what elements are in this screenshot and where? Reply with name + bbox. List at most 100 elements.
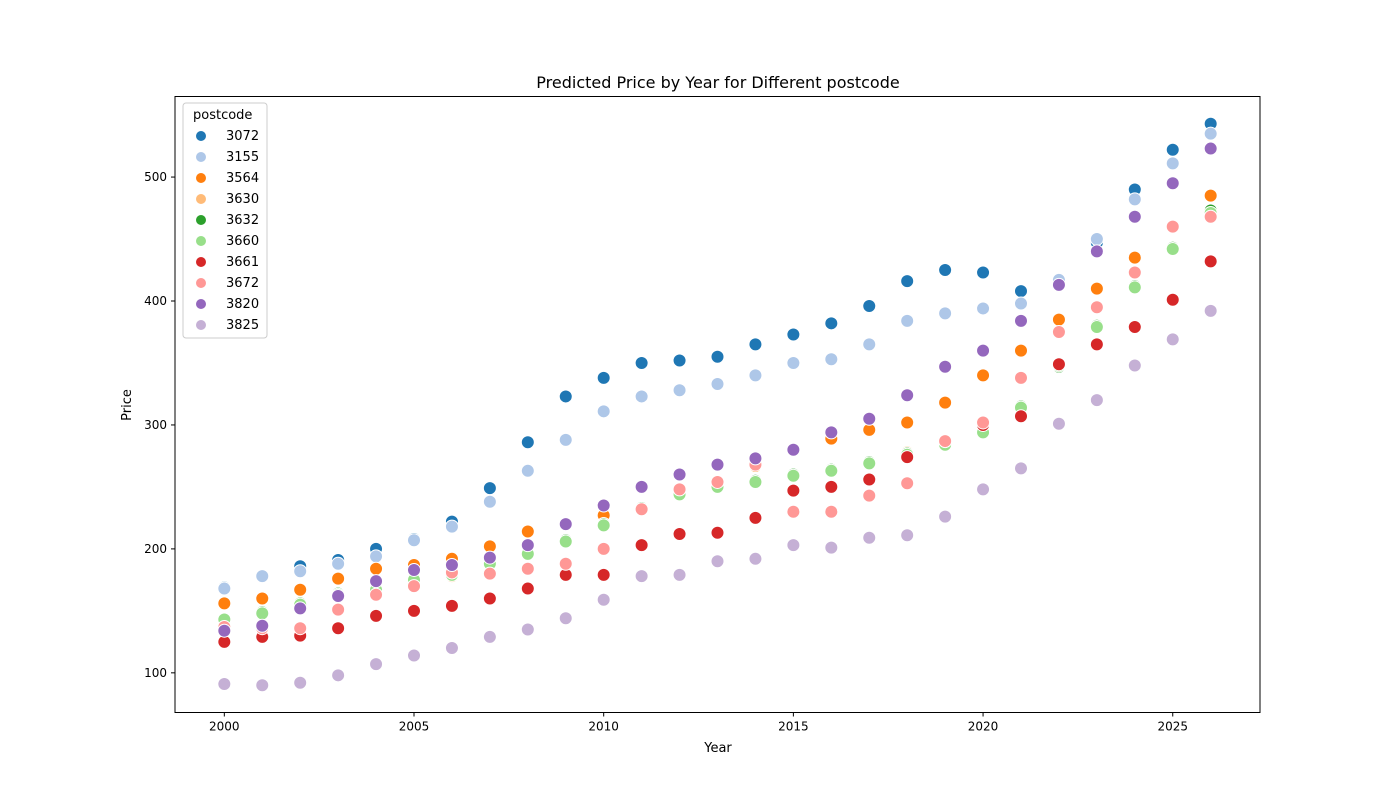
series-3155 xyxy=(217,126,1218,596)
data-point xyxy=(255,618,270,633)
data-point xyxy=(710,349,725,364)
data-point xyxy=(331,621,346,636)
data-point xyxy=(748,474,763,489)
data-point xyxy=(596,370,611,385)
data-point xyxy=(938,509,953,524)
data-point xyxy=(1203,303,1218,318)
data-point xyxy=(444,519,459,534)
data-point xyxy=(938,306,953,321)
data-point xyxy=(407,562,422,577)
data-point xyxy=(482,591,497,606)
data-point xyxy=(331,571,346,586)
plot-area xyxy=(174,96,1261,713)
legend-marker xyxy=(195,298,207,310)
data-point xyxy=(407,579,422,594)
data-point xyxy=(596,541,611,556)
data-point xyxy=(900,388,915,403)
data-point xyxy=(558,517,573,532)
x-tick-label: 2000 xyxy=(209,720,240,734)
data-point xyxy=(976,482,991,497)
x-tick-label: 2015 xyxy=(778,720,809,734)
data-point xyxy=(1089,281,1104,296)
data-point xyxy=(217,623,232,638)
y-tick-label: 200 xyxy=(144,542,167,556)
data-point xyxy=(900,274,915,289)
data-point xyxy=(1089,244,1104,259)
data-point xyxy=(786,504,801,519)
legend-title: postcode xyxy=(193,108,252,123)
data-point xyxy=(482,629,497,644)
data-point xyxy=(900,528,915,543)
data-point xyxy=(520,435,535,450)
data-point xyxy=(824,316,839,331)
data-point xyxy=(482,494,497,509)
data-point xyxy=(1165,292,1180,307)
legend-marker xyxy=(195,214,207,226)
data-point xyxy=(862,456,877,471)
data-point xyxy=(1089,232,1104,247)
y-tick-label: 300 xyxy=(144,418,167,432)
data-point xyxy=(1203,141,1218,156)
data-point xyxy=(862,411,877,426)
data-point xyxy=(293,601,308,616)
data-point xyxy=(1051,416,1066,431)
data-point xyxy=(520,524,535,539)
data-point xyxy=(596,404,611,419)
series-3072 xyxy=(217,116,1218,595)
data-point xyxy=(976,368,991,383)
data-point xyxy=(710,377,725,392)
x-tick-label: 2010 xyxy=(588,720,619,734)
data-point xyxy=(672,527,687,542)
data-point xyxy=(369,608,384,623)
legend-marker xyxy=(195,277,207,289)
data-point xyxy=(710,474,725,489)
data-point xyxy=(293,675,308,690)
data-point xyxy=(862,488,877,503)
y-tick-label: 500 xyxy=(144,170,167,184)
data-point xyxy=(331,602,346,617)
data-point xyxy=(672,353,687,368)
data-point xyxy=(976,343,991,358)
data-point xyxy=(482,566,497,581)
data-point xyxy=(1127,358,1142,373)
data-point xyxy=(1165,241,1180,256)
legend-label: 3825 xyxy=(226,318,259,333)
legend-label: 3155 xyxy=(226,150,259,165)
data-point xyxy=(672,567,687,582)
data-point xyxy=(824,425,839,440)
data-point xyxy=(293,564,308,579)
x-axis: 2000 2005 2010 2015 2020 2025 xyxy=(209,712,1188,734)
data-point xyxy=(255,591,270,606)
data-point xyxy=(558,556,573,571)
data-point xyxy=(331,556,346,571)
data-point xyxy=(520,463,535,478)
data-point xyxy=(824,540,839,555)
data-point xyxy=(369,574,384,589)
data-point xyxy=(900,415,915,430)
data-point xyxy=(407,533,422,548)
data-point xyxy=(520,538,535,553)
legend: postcode 3072 3155 3564 3630 3632 3660 3661 367… xyxy=(182,102,268,339)
legend-label: 3672 xyxy=(226,276,259,291)
data-point xyxy=(1013,409,1028,424)
legend-marker xyxy=(195,130,207,142)
legend-label: 3630 xyxy=(226,192,259,207)
data-point xyxy=(369,561,384,576)
legend-marker xyxy=(195,319,207,331)
data-point xyxy=(786,538,801,553)
data-point xyxy=(824,504,839,519)
y-tick-label: 400 xyxy=(144,294,167,308)
series-3661 xyxy=(217,254,1218,649)
data-point xyxy=(938,359,953,374)
data-point xyxy=(1013,296,1028,311)
data-point xyxy=(634,569,649,584)
data-point xyxy=(748,451,763,466)
legend-items: 3072 3155 3564 3630 3632 3660 3661 3672 3820 3825 xyxy=(195,129,259,333)
legend-marker xyxy=(195,151,207,163)
legend-label: 3564 xyxy=(226,171,259,186)
data-point xyxy=(444,598,459,613)
data-point xyxy=(596,592,611,607)
data-point xyxy=(672,383,687,398)
data-point xyxy=(444,641,459,656)
data-point xyxy=(520,561,535,576)
